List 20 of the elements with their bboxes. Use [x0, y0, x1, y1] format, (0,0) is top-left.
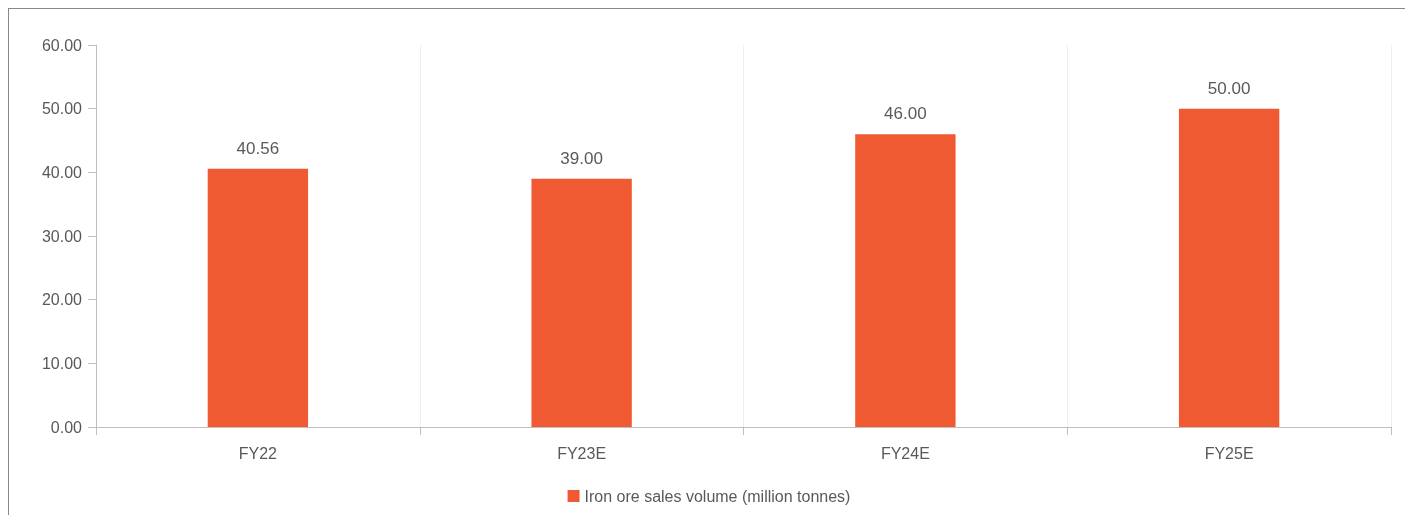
- bar: [207, 168, 309, 427]
- legend-label: Iron ore sales volume (million tonnes): [584, 487, 851, 505]
- x-tick-label: FY23E: [557, 444, 607, 462]
- data-label: 40.56: [236, 138, 280, 158]
- y-tick-label: 40.00: [41, 163, 83, 181]
- y-tick-label: 0.00: [50, 418, 83, 436]
- bar: [855, 134, 956, 427]
- data-label: 50.00: [1207, 78, 1251, 98]
- y-tick-label: 60.00: [41, 36, 83, 54]
- bar: [1178, 108, 1280, 427]
- bar: [531, 178, 632, 427]
- y-tick-label: 10.00: [41, 354, 83, 372]
- x-tick-label: FY24E: [880, 444, 930, 462]
- data-label: 39.00: [560, 148, 603, 168]
- y-tick-label: 20.00: [41, 291, 83, 309]
- x-tick-label: FY22: [238, 444, 278, 462]
- data-label: 46.00: [884, 104, 927, 124]
- y-tick-label: 50.00: [41, 100, 83, 118]
- y-tick-label: 30.00: [41, 227, 83, 245]
- x-tick-label: FY25E: [1204, 444, 1254, 462]
